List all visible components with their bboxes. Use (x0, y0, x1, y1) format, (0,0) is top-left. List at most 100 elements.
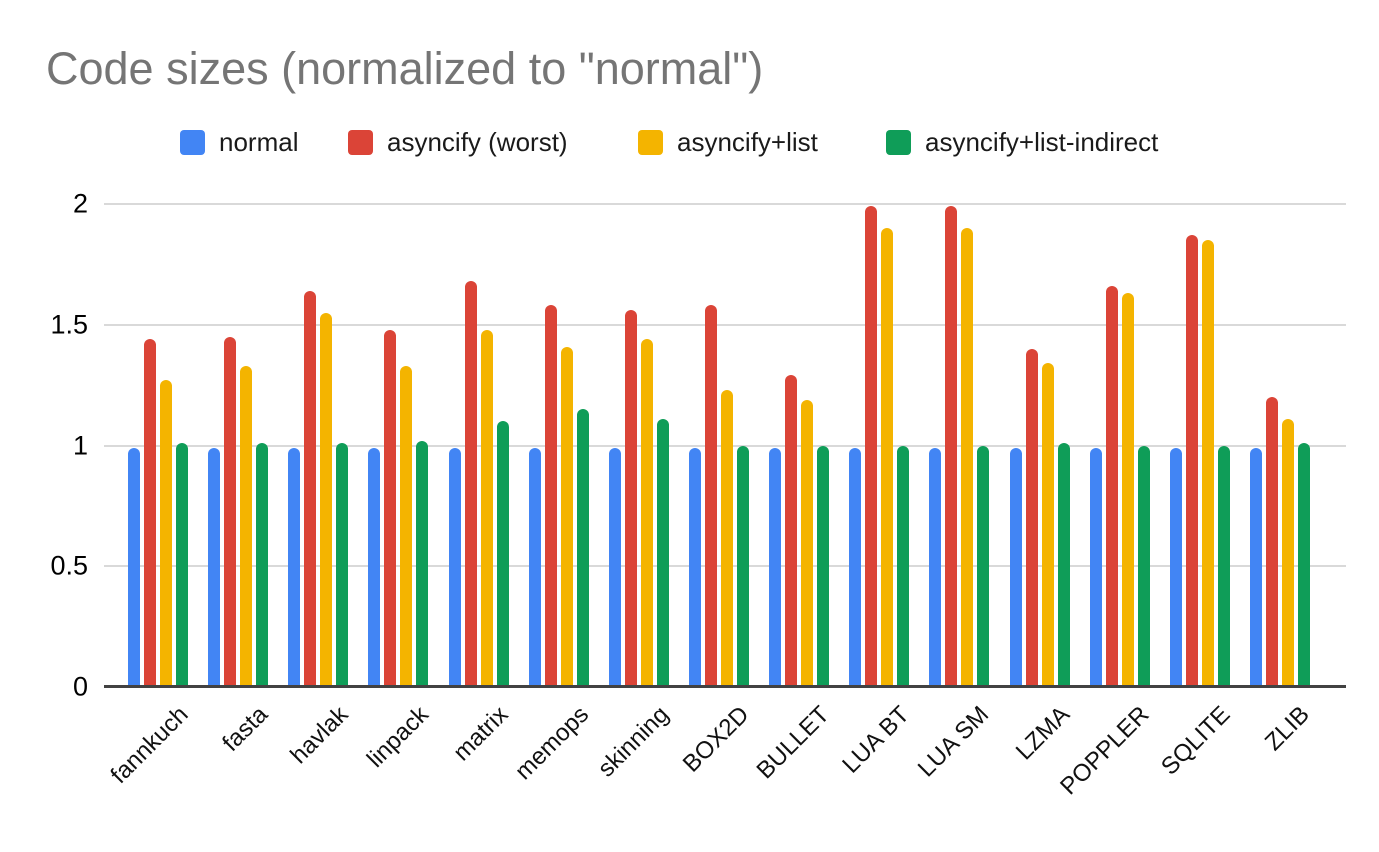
x-axis-label: linpack (361, 701, 434, 773)
bar (160, 380, 173, 687)
bar (977, 445, 990, 687)
bar-group: LZMA (1000, 204, 1080, 765)
y-tick-label: 2 (72, 188, 88, 219)
bar-group: SQLITE (1156, 204, 1240, 780)
bar (1089, 447, 1102, 687)
x-axis-label: LUA BT (836, 701, 915, 779)
bar (929, 447, 942, 687)
x-axis-label: BOX2D (677, 701, 755, 778)
bar (785, 375, 798, 687)
bar-group: POPPLER (1056, 204, 1160, 800)
bar (705, 305, 718, 687)
x-axis-label: BULLET (751, 701, 835, 785)
bar (336, 443, 349, 687)
bar-group: memops (510, 204, 599, 785)
bar (1041, 363, 1054, 687)
x-axis-label: havlak (285, 701, 354, 770)
bar (881, 228, 894, 687)
x-axis-label: LUA SM (913, 701, 995, 783)
x-axis-label: fannkuch (105, 701, 194, 789)
bar (544, 305, 557, 687)
bar (1121, 293, 1134, 687)
legend-label: normal (219, 126, 299, 157)
bar (1057, 443, 1070, 687)
bar (400, 365, 413, 687)
legend-item: asyncify+list-indirect (886, 126, 1159, 157)
bar (1201, 240, 1214, 687)
bar (1137, 445, 1150, 687)
bar (608, 447, 621, 687)
bar-group: BOX2D (678, 204, 759, 778)
x-axis-label: skinning (592, 701, 675, 783)
bar (737, 445, 750, 687)
legend-swatch (348, 129, 373, 155)
bar (240, 365, 253, 687)
x-axis-line (104, 685, 1346, 688)
gridline (104, 203, 1346, 205)
bar-group: BULLET (751, 204, 839, 784)
bar-group: fasta (198, 204, 278, 757)
bar (384, 329, 397, 687)
plot-area: 0 0.5 1 1.5 2 fannkuch fasta havlak linpack matr… (50, 189, 1346, 800)
bar (368, 447, 381, 687)
bar (897, 445, 910, 687)
x-axis-label: matrix (448, 701, 514, 767)
bar (1105, 286, 1118, 687)
legend-item: asyncify+list (638, 126, 818, 157)
bar (176, 443, 189, 687)
bar (945, 206, 958, 687)
bar-group: linpack (358, 204, 438, 773)
legend-item: normal (180, 126, 299, 157)
bar (640, 339, 653, 687)
bar-group: LUA SM (913, 204, 999, 782)
bar (817, 445, 830, 687)
y-tick-label: 1.5 (50, 309, 88, 340)
bar (288, 447, 301, 687)
legend-label: asyncify (worst) (387, 126, 568, 157)
bar-group: skinning (593, 204, 679, 782)
bar (464, 281, 477, 687)
legend-label: asyncify+list (677, 126, 818, 157)
bar (1298, 443, 1311, 687)
y-tick-label: 1 (72, 430, 88, 460)
bar (1250, 447, 1263, 687)
bar-group: LUA BT (837, 204, 919, 779)
bar (656, 418, 669, 687)
bar (320, 312, 333, 687)
bar (1217, 445, 1230, 687)
bar (560, 346, 573, 687)
bar (1169, 447, 1182, 687)
bar (128, 447, 141, 687)
bar (689, 447, 702, 687)
legend-swatch (638, 129, 663, 155)
legend-swatch (180, 129, 205, 155)
x-axis-label: fasta (217, 701, 274, 757)
bar (865, 206, 878, 687)
bar-group: fannkuch (105, 204, 198, 789)
chart-legend: normal asyncify (worst) asyncify+list async… (0, 126, 1379, 157)
legend-item: asyncify (worst) (348, 126, 568, 157)
bar (480, 329, 493, 687)
bar (1282, 418, 1295, 687)
legend-label: asyncify+list-indirect (925, 126, 1159, 157)
y-tick-label: 0 (72, 671, 88, 702)
gridline (104, 323, 1346, 326)
bar-group: havlak (278, 204, 358, 769)
bar (208, 447, 221, 687)
x-axis-label: ZLIB (1260, 701, 1316, 756)
bar-groups: fannkuch fasta havlak linpack matrix memops sk… (105, 204, 1320, 800)
bar (1009, 447, 1022, 687)
x-axis-label: memops (509, 701, 594, 786)
bar (769, 447, 782, 687)
y-tick-label: 0.5 (50, 550, 88, 581)
bar (721, 389, 734, 687)
bar (528, 447, 541, 687)
bar (448, 447, 461, 687)
bar-group: ZLIB (1240, 204, 1320, 756)
bar (801, 399, 814, 687)
bar (1025, 348, 1038, 687)
bar (624, 310, 637, 687)
x-axis-label: LZMA (1010, 701, 1075, 766)
bar (1185, 235, 1198, 687)
bar (224, 336, 237, 687)
